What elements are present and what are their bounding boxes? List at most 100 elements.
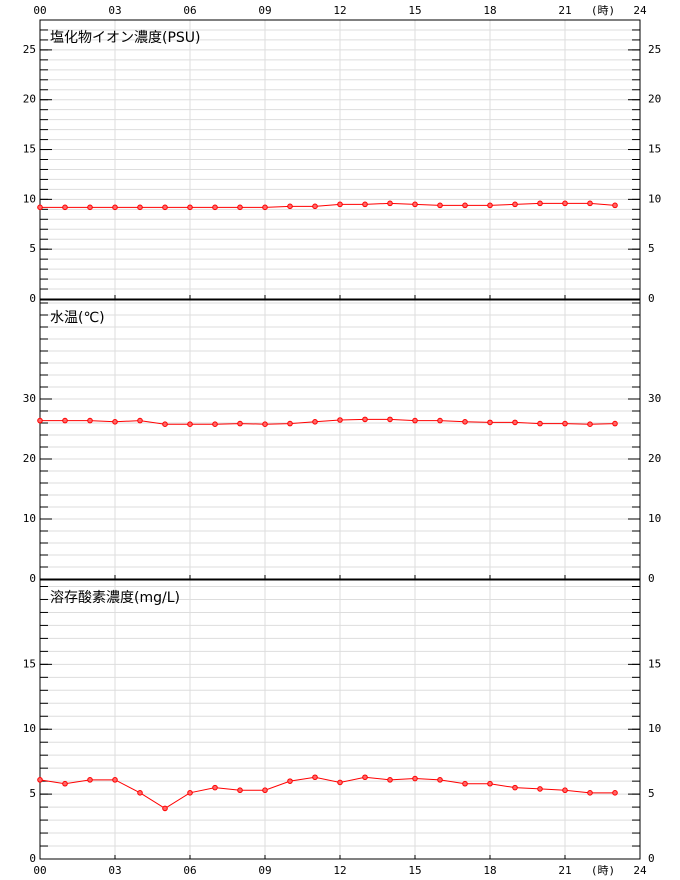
data-point — [487, 780, 493, 787]
x-tick-label: 18 — [483, 4, 496, 17]
x-tick-label: 12 — [333, 864, 346, 877]
y-tick-label: 30 — [23, 392, 36, 405]
data-point — [437, 777, 443, 783]
y-tick-label: 0 — [29, 292, 36, 305]
data-line — [40, 418, 616, 425]
data-point — [262, 421, 268, 428]
y-tick-label: 10 — [23, 192, 36, 205]
y-tick-label: 5 — [648, 787, 655, 800]
data-point — [387, 416, 393, 423]
data-point — [187, 204, 193, 211]
data-point — [162, 805, 168, 812]
data-point — [462, 419, 468, 425]
data-point — [212, 204, 218, 211]
data-point — [37, 204, 43, 211]
x-tick-label: 12 — [333, 4, 346, 17]
data-point — [437, 202, 443, 209]
x-tick-label: 03 — [108, 4, 121, 17]
data-point — [62, 204, 68, 211]
data-point — [287, 778, 293, 784]
data-point — [112, 777, 118, 783]
chart-title: 水温(℃) — [50, 310, 105, 326]
x-tick-label: 03 — [108, 864, 121, 877]
x-tick-label: 21 — [558, 864, 571, 877]
data-point — [537, 420, 543, 427]
y-tick-label: 10 — [23, 722, 36, 735]
x-tick-label: 00 — [33, 4, 46, 17]
x-tick-label: 06 — [183, 864, 196, 877]
x-tick-label: 00 — [33, 864, 46, 877]
data-point — [237, 787, 243, 794]
y-tick-label: 5 — [648, 242, 655, 255]
data-point — [162, 421, 168, 428]
data-point — [262, 204, 268, 211]
y-tick-label: 20 — [648, 93, 661, 106]
plot-frame — [39, 299, 641, 580]
y-tick-label: 20 — [23, 452, 36, 465]
data-point — [612, 420, 618, 427]
chart-title: 溶存酸素濃度(mg/L) — [50, 590, 180, 606]
y-tick-label: 5 — [29, 787, 36, 800]
x-axis-label: (時) — [591, 4, 615, 17]
data-point — [462, 780, 468, 787]
y-tick-label: 0 — [29, 852, 36, 865]
y-tick-label: 10 — [648, 722, 661, 735]
data-point — [362, 201, 368, 208]
y-tick-label: 25 — [23, 43, 36, 56]
data-point — [337, 417, 343, 423]
data-point — [362, 416, 368, 423]
data-point — [137, 204, 143, 211]
data-point — [112, 419, 118, 425]
data-point — [212, 784, 218, 791]
x-tick-label: 21 — [558, 4, 571, 17]
x-tick-label: 24 — [633, 4, 647, 17]
data-point — [612, 790, 618, 796]
data-point — [112, 204, 118, 211]
x-tick-label: 18 — [483, 864, 496, 877]
data-point — [262, 787, 268, 794]
data-point — [337, 779, 343, 786]
data-point — [512, 784, 518, 791]
y-tick-label: 0 — [29, 572, 36, 585]
y-tick-label: 0 — [648, 292, 655, 305]
data-point — [187, 790, 193, 796]
y-tick-label: 20 — [23, 93, 36, 106]
y-tick-label: 10 — [23, 512, 36, 525]
data-point — [37, 777, 43, 783]
y-tick-label: 15 — [648, 143, 661, 156]
data-point — [562, 420, 568, 427]
chart-title: 塩化物イオン濃度(PSU) — [50, 30, 201, 46]
y-tick-label: 5 — [29, 242, 36, 255]
y-tick-label: 20 — [648, 452, 661, 465]
data-point — [612, 202, 618, 209]
data-point — [87, 204, 93, 211]
y-tick-label: 10 — [648, 192, 661, 205]
data-point — [537, 786, 543, 792]
data-point — [587, 200, 593, 207]
data-point — [412, 417, 418, 424]
data-point — [312, 203, 318, 210]
y-tick-label: 30 — [648, 392, 661, 405]
y-tick-label: 15 — [23, 657, 36, 670]
data-point — [287, 203, 293, 210]
data-point — [412, 775, 418, 782]
x-tick-label: 09 — [258, 864, 271, 877]
data-point — [462, 202, 468, 209]
data-point — [362, 774, 368, 781]
plot-frame — [39, 579, 641, 860]
data-point — [237, 204, 243, 211]
data-point — [137, 417, 143, 424]
data-point — [387, 200, 393, 207]
data-line — [39, 776, 615, 809]
y-tick-label: 10 — [648, 512, 661, 525]
data-point — [162, 204, 168, 211]
data-point — [87, 777, 93, 783]
x-tick-label: 15 — [408, 4, 421, 17]
data-point — [312, 774, 318, 781]
data-point — [137, 790, 143, 796]
x-tick-label: 09 — [258, 4, 271, 17]
data-point — [337, 201, 343, 208]
y-tick-label: 0 — [648, 572, 655, 585]
data-point — [237, 420, 243, 427]
